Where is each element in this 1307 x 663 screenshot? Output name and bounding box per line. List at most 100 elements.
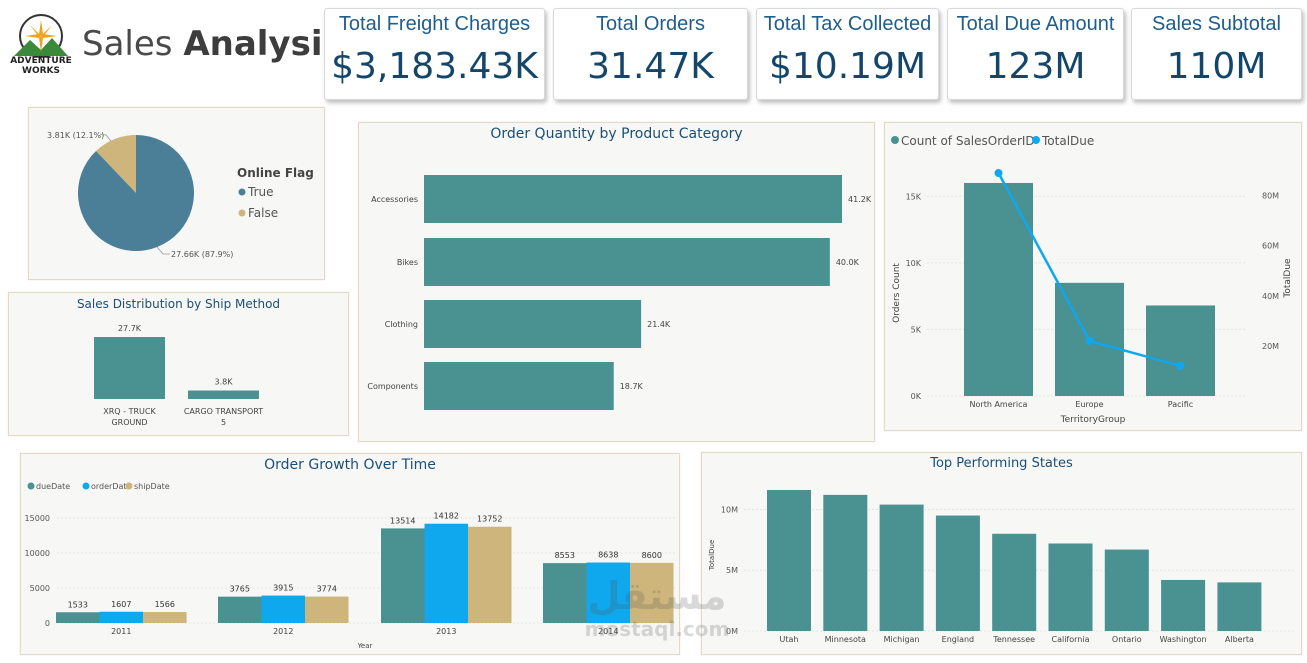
- category-bar: [424, 175, 842, 223]
- territory-bar: [964, 182, 1033, 396]
- kpi-title: Sales Subtotal: [1152, 13, 1281, 35]
- category-bar: [424, 362, 614, 410]
- kpi-tax-collected[interactable]: Total Tax Collected $10.19M: [756, 8, 939, 100]
- growth-data-label: 3765: [230, 585, 250, 594]
- growth-data-label: 13514: [390, 516, 415, 525]
- x-axis-title: Year: [357, 642, 373, 650]
- y-axis-title: TotalDue: [708, 540, 716, 571]
- totaldue-point: [1176, 361, 1185, 370]
- state-bar: [992, 533, 1037, 631]
- category-data-label: 18.7K: [620, 382, 644, 391]
- x-axis-title: TerritoryGroup: [1060, 415, 1126, 425]
- kpi-freight-charges[interactable]: Total Freight Charges $3,183.43K: [324, 8, 545, 100]
- totaldue-point: [1085, 336, 1094, 345]
- growth-bar: [381, 528, 425, 623]
- state-category-label: Utah: [780, 635, 799, 644]
- legend-dot-true: [238, 188, 246, 196]
- category-bar: [424, 300, 642, 348]
- page-title-light: Sales: [82, 24, 173, 64]
- category-bar: [424, 238, 830, 286]
- state-category-label: California: [1052, 635, 1090, 644]
- legend-label-orders: Count of SalesOrderID: [901, 134, 1035, 148]
- y-tick-label: 15000: [25, 514, 50, 523]
- legend-dot-totaldue: [1032, 136, 1040, 144]
- legend-label-orderDate: orderDate: [91, 482, 132, 491]
- product-category-panel[interactable]: Order Quantity by Product Category Acces…: [358, 122, 875, 442]
- pie-leader-false: [99, 133, 112, 142]
- category-label: Clothing: [385, 320, 418, 329]
- ship-bar: [94, 337, 165, 399]
- territory-panel[interactable]: Count of SalesOrderID TotalDue 0K 5K 10K 15K 2…: [884, 122, 1302, 431]
- y-tick-label: 10K: [906, 259, 922, 268]
- ship-data-label: 27.7K: [118, 324, 142, 333]
- growth-category-label: 2011: [111, 627, 131, 636]
- growth-data-label: 8553: [555, 551, 575, 560]
- pie-slice-true: [77, 135, 195, 252]
- territory-chart: Count of SalesOrderID TotalDue 0K 5K 10K 15K 2…: [891, 134, 1293, 425]
- territory-category-label: Europe: [1075, 400, 1103, 409]
- growth-data-label: 14182: [434, 512, 459, 521]
- category-label: Components: [367, 382, 418, 391]
- kpi-title: Total Freight Charges: [338, 13, 531, 35]
- state-category-label: Alberta: [1225, 635, 1254, 644]
- kpi-due-amount[interactable]: Total Due Amount 123M: [947, 8, 1124, 100]
- y-tick-label: 10M: [721, 505, 738, 514]
- state-bar: [1161, 579, 1206, 631]
- y-axis-title: Orders Count: [892, 263, 902, 323]
- ship-category-label: CARGO TRANSPORT: [184, 407, 263, 416]
- online-flag-pie-chart: Online Flag True False 3.81K (12.1%) 27.…: [47, 131, 314, 259]
- state-category-label: Minnesota: [825, 635, 866, 644]
- category-data-label: 40.0K: [836, 258, 860, 267]
- state-category-label: England: [942, 635, 974, 644]
- kpi-title: Total Due Amount: [956, 13, 1115, 35]
- state-category-label: Ontario: [1112, 635, 1142, 644]
- growth-bar: [468, 526, 512, 623]
- logo-line1: ADVENTURE: [10, 56, 72, 66]
- growth-bar: [143, 612, 187, 623]
- kpi-total-orders[interactable]: Total Orders 31.47K: [553, 8, 748, 100]
- state-bar: [935, 515, 980, 631]
- growth-data-label: 13752: [477, 515, 502, 524]
- pie-leader-true: [156, 246, 170, 255]
- state-category-label: Washington: [1160, 635, 1207, 644]
- state-bar: [1217, 582, 1262, 631]
- legend-label-dueDate: dueDate: [36, 482, 70, 491]
- ship-method-panel[interactable]: Sales Distribution by Ship Method 27.7K X…: [8, 292, 349, 436]
- page-title: Sales Analysis: [82, 24, 343, 64]
- kpi-value: $3,183.43K: [331, 46, 538, 87]
- state-category-label: Tennessee: [992, 635, 1035, 644]
- totaldue-point: [994, 169, 1003, 178]
- ship-bar: [188, 390, 259, 399]
- growth-bar: [630, 562, 674, 623]
- state-bar: [879, 504, 924, 631]
- kpi-value: 110M: [1166, 46, 1267, 87]
- y2-tick-label: 80M: [1262, 192, 1279, 201]
- state-category-label: Michigan: [884, 635, 920, 644]
- online-flag-pie-panel[interactable]: Online Flag True False 3.81K (12.1%) 27.…: [28, 107, 325, 280]
- pie-slice-false: [96, 135, 136, 193]
- growth-data-label: 8600: [642, 551, 662, 560]
- kpi-sales-subtotal[interactable]: Sales Subtotal 110M: [1131, 8, 1302, 100]
- ship-method-title: Sales Distribution by Ship Method: [76, 297, 281, 311]
- growth-data-label: 3774: [317, 585, 337, 594]
- legend-label-totaldue: TotalDue: [1041, 134, 1094, 148]
- growth-data-label: 1533: [68, 600, 88, 609]
- growth-bar: [56, 612, 100, 623]
- category-data-label: 41.2K: [848, 195, 872, 204]
- logo-line2: WORKS: [22, 66, 60, 76]
- order-growth-title: Order Growth Over Time: [264, 457, 436, 473]
- kpi-value: 31.47K: [587, 46, 714, 87]
- pie-label-true: 27.66K (87.9%): [171, 250, 233, 259]
- ship-category-label: XRQ - TRUCK: [103, 407, 156, 416]
- growth-data-label: 1566: [155, 600, 175, 609]
- growth-category-label: 2013: [436, 627, 456, 636]
- order-growth-panel[interactable]: Order Growth Over Time dueDate orderDate s…: [20, 453, 680, 655]
- order-growth-chart: dueDate orderDate shipDate 0 5000 10000 15000 1…: [25, 482, 676, 650]
- growth-category-label: 2014: [598, 627, 618, 636]
- y-tick-label: 15K: [906, 192, 922, 201]
- territory-category-label: North America: [970, 400, 1028, 409]
- kpi-title: Total Orders: [596, 13, 705, 35]
- legend-dot-orders: [891, 136, 899, 144]
- top-states-panel[interactable]: Top Performing States 0M 5M 10M Utah Minneso…: [701, 452, 1302, 655]
- ship-data-label: 3.8K: [215, 377, 234, 386]
